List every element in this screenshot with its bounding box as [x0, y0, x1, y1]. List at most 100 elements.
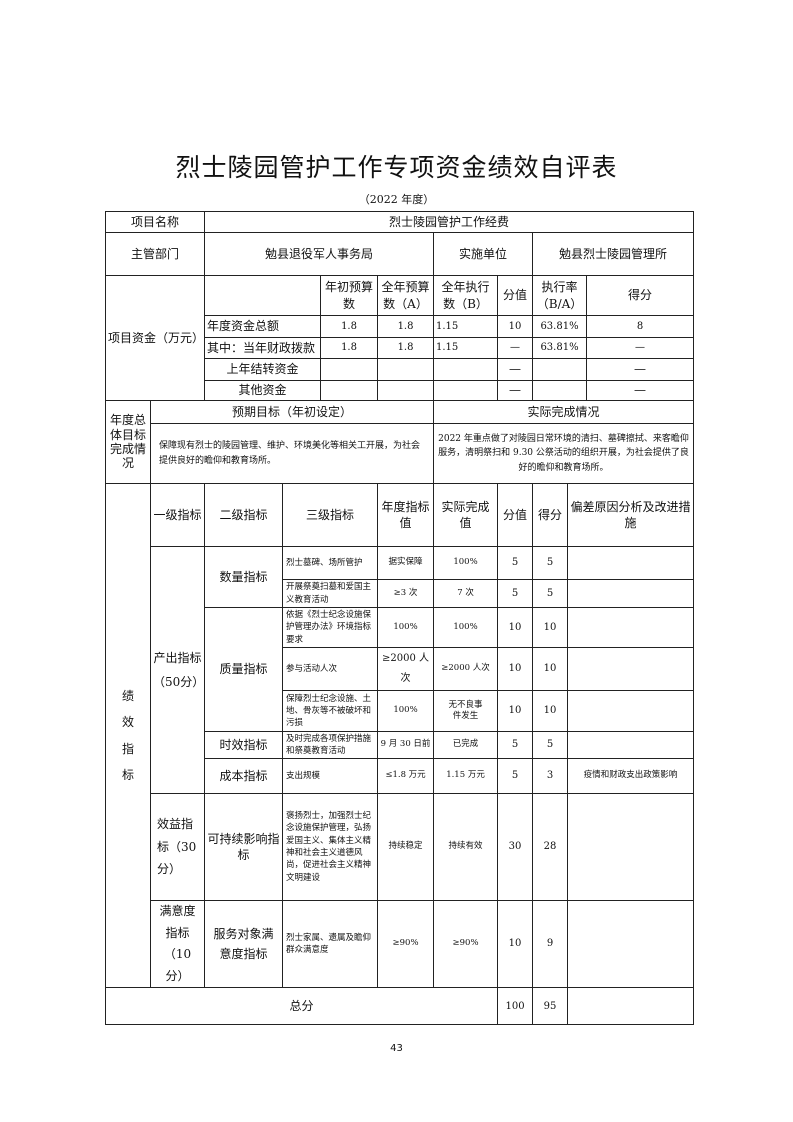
funds-row: 其他资金 — — [106, 380, 695, 401]
funds-header: 得分 [586, 275, 695, 316]
score: 28 [532, 793, 569, 901]
total-row: 总分 100 95 [104, 987, 695, 1026]
metrics-header: 一级指标 [149, 483, 206, 547]
funds-rate: 63.81% [532, 337, 588, 359]
level2-timeliness: 时效指标 [204, 731, 284, 759]
funds-exec: 1.15 [433, 337, 499, 359]
metrics-header: 三级指标 [282, 483, 379, 547]
score: 10 [532, 647, 569, 691]
target: 100% [377, 690, 435, 732]
evaluation-table: 项目名称 烈士陵园管护工作经费 主管部门 勉县退役军人事务局 实施单位 勉县烈士… [104, 211, 695, 1026]
metrics-label: 绩效指标 [105, 482, 151, 989]
level3: 开展祭奠扫墓和爱国主义教育活动 [282, 579, 379, 608]
funds-score: 8 [586, 315, 695, 338]
project-name-row: 项目名称 烈士陵园管护工作经费 [104, 211, 695, 233]
note [567, 793, 695, 901]
funds-score: — [586, 358, 695, 381]
total-score: 95 [532, 987, 569, 1026]
level2-quality: 质量指标 [204, 607, 284, 732]
score: 3 [532, 758, 569, 794]
expected-label: 预期目标（年初设定） [149, 400, 435, 424]
note [567, 899, 695, 989]
funds-annual [377, 358, 435, 381]
value: 30 [497, 793, 534, 901]
actual-label: 实际完成情况 [433, 400, 695, 424]
actual: 7 次 [433, 579, 499, 608]
funds-score: — [586, 380, 695, 401]
value: 10 [497, 647, 534, 691]
value: 5 [497, 579, 534, 608]
metrics-header: 分值 [497, 483, 534, 547]
level3: 及时完成各项保护措施和祭奠教育活动 [282, 731, 379, 759]
document-title: 烈士陵园管护工作专项资金绩效自评表 [175, 153, 618, 182]
metric-row: 效益指标（30分） 可持续影响指标 褒扬烈士，加强烈士纪念设施保护管理，弘扬爱国… [106, 793, 695, 901]
level2-service-satisfaction: 服务对象满意度指标 [204, 899, 284, 989]
metric-row: 开展祭奠扫墓和爱国主义教育活动 ≥3 次 7 次 5 5 [106, 579, 695, 608]
score: 9 [532, 899, 569, 989]
funds-label: 项目资金（万元） [104, 275, 206, 401]
actual: 已完成 [433, 731, 499, 759]
metric-row: 产出指标（50分） 数量指标 烈士墓碑、场所管护 据实保障 100% 5 5 [106, 546, 695, 794]
metric-row: 满意度指标（10分） 服务对象满意度指标 烈士家属、遗属及瞻仰群众满意度 ≥90… [106, 899, 695, 989]
funds-annual: 1.8 [377, 337, 435, 359]
score: 5 [532, 546, 569, 580]
metrics-header: 年度指标值 [377, 483, 435, 547]
level2-quantity: 数量指标 [204, 546, 284, 608]
goals-header-row: 年度总体目标完成情况 预期目标（年初设定） 实际完成情况 [105, 400, 695, 484]
funds-init: 1.8 [320, 337, 379, 359]
funds-score-value: — [497, 358, 534, 381]
funds-row: 年度资金总额 1.8 1.8 1.15 10 63.81% 8 [106, 315, 695, 338]
funds-row-name: 上年结转资金 [204, 358, 322, 381]
value: 5 [497, 546, 534, 580]
funds-header: 分值 [497, 275, 534, 316]
level3: 烈士墓碑、场所管护 [282, 546, 379, 580]
score: 10 [532, 607, 569, 648]
level2-sustainability: 可持续影响指标 [204, 793, 284, 901]
funds-score: — [586, 337, 695, 359]
funds-rate: 63.81% [532, 315, 588, 338]
funds-exec [433, 358, 499, 381]
funds-row-name: 其中：当年财政拨款 [204, 337, 322, 359]
note [567, 579, 695, 608]
target: ≥90% [377, 899, 435, 989]
funds-header: 全年执行数（B） [433, 275, 499, 316]
actual: 持续有效 [433, 793, 499, 901]
note [567, 546, 695, 580]
score: 5 [532, 731, 569, 759]
level2-cost: 成本指标 [204, 758, 284, 794]
funds-init: 1.8 [320, 315, 379, 338]
metrics-header: 偏差原因分析及改进措施 [567, 483, 695, 547]
actual: 100% [433, 546, 499, 580]
note [567, 690, 695, 732]
funds-header-row: 项目资金（万元） 年初预算数 全年预算数（A） 全年执行数（B） 分值 执行率（… [104, 275, 695, 401]
document-subtitle: （2022 年度） [358, 193, 435, 206]
funds-init [320, 358, 379, 381]
funds-score-value: — [497, 337, 534, 359]
target: 9 月 30 日前 [377, 731, 435, 759]
actual: 无不良事件发生 [433, 690, 499, 732]
dept-row: 主管部门 勉县退役军人事务局 实施单位 勉县烈士陵园管理所 [104, 232, 695, 276]
project-name: 烈士陵园管护工作经费 [204, 211, 695, 233]
actual: 100% [433, 607, 499, 648]
expected-goal: 保障现有烈士的陵园管理、维护、环境美化等相关工开展，为社会提供良好的瞻仰和教育场… [149, 423, 435, 484]
funds-rate [532, 358, 588, 381]
blank-cell [567, 987, 695, 1026]
metrics-header: 得分 [532, 483, 569, 547]
level1-satisfaction: 满意度指标（10分） [149, 899, 206, 989]
level3: 支出规模 [282, 758, 379, 794]
metric-row: 时效指标 及时完成各项保护措施和祭奠教育活动 9 月 30 日前 已完成 5 5 [106, 731, 695, 759]
score: 10 [532, 690, 569, 732]
value: 5 [497, 731, 534, 759]
dept: 勉县退役军人事务局 [204, 232, 435, 276]
level3: 褒扬烈士，加强烈士纪念设施保护管理，弘扬爱国主义、集体主义精神和社会主义道德风尚… [282, 793, 379, 901]
target: ≥2000 人次 [377, 647, 435, 691]
unit: 勉县烈士陵园管理所 [532, 232, 695, 276]
actual: 1.15 万元 [433, 758, 499, 794]
metric-row: 参与活动人次 ≥2000 人次 ≥2000 人次 10 10 [106, 647, 695, 691]
level3: 依据《烈士纪念设施保护管理办法》环境指标要求 [282, 607, 379, 648]
note [567, 731, 695, 759]
target: 100% [377, 607, 435, 648]
blank-cell [204, 275, 322, 316]
funds-row-name: 其他资金 [204, 380, 322, 401]
value: 5 [497, 758, 534, 794]
